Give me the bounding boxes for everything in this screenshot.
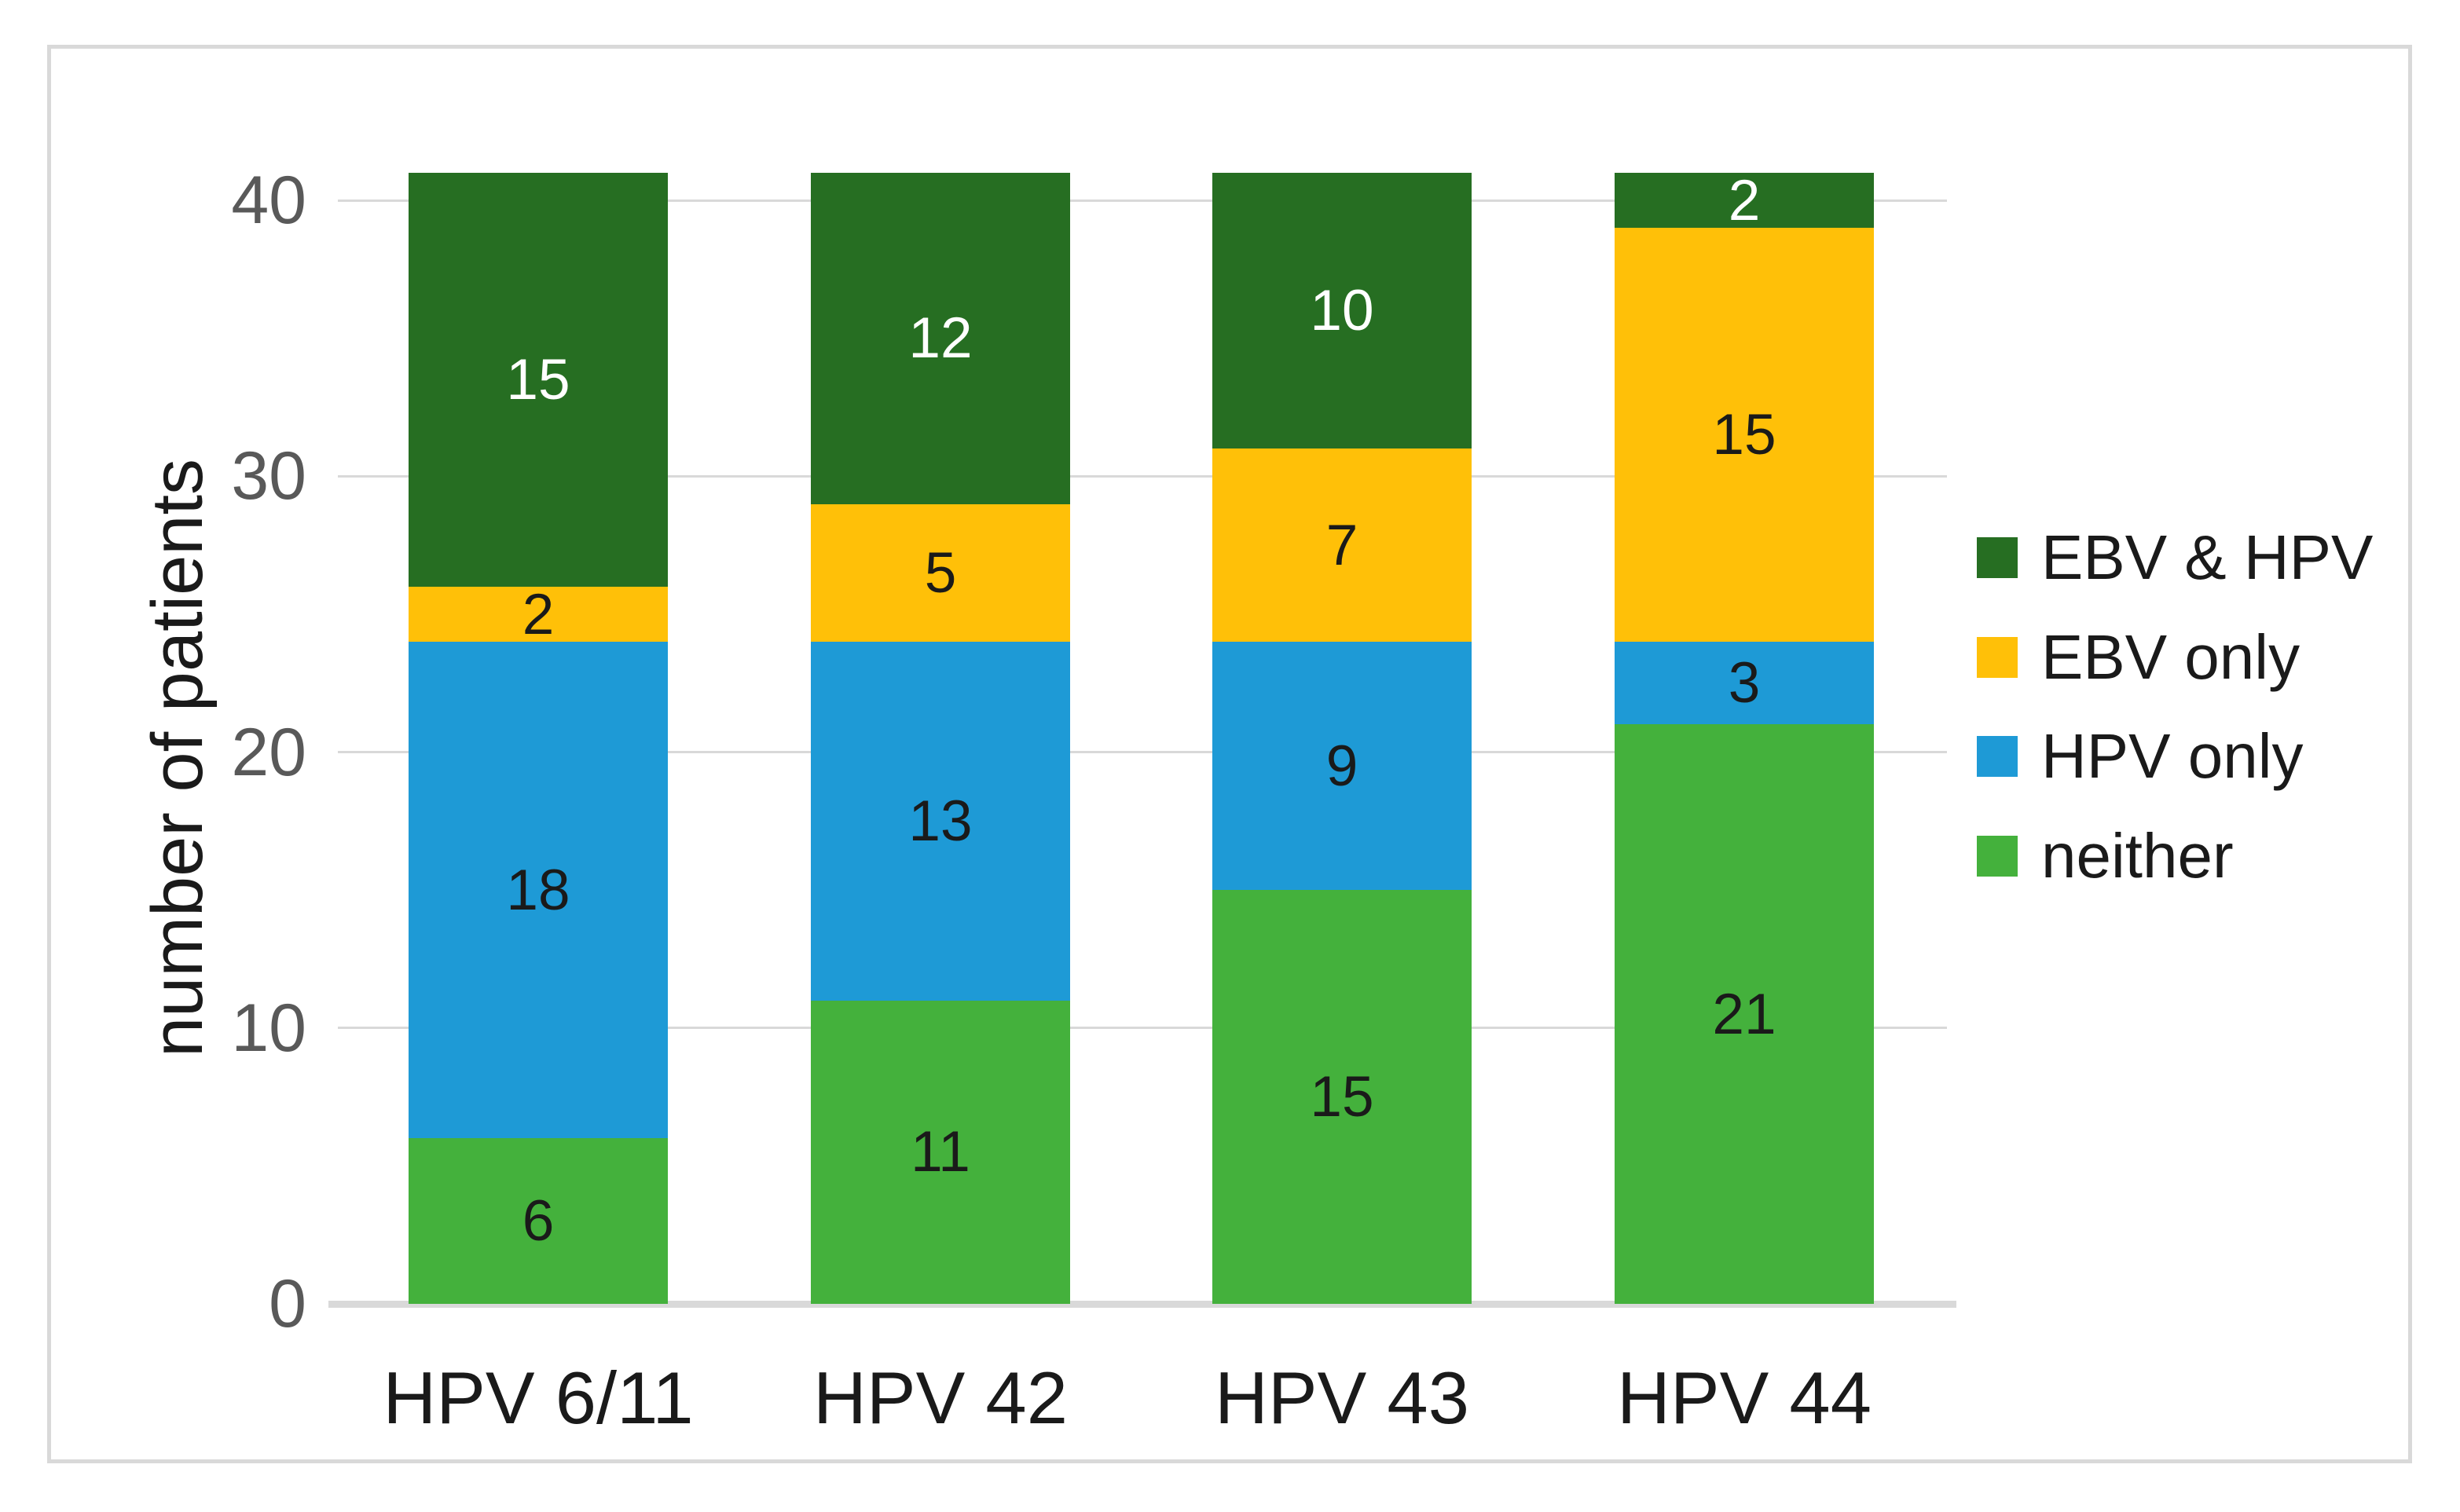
data-label: 15: [506, 347, 570, 412]
bar-hpv-6-11-segment-neither: 6: [409, 1138, 668, 1304]
bar-hpv-42-segment-neither: 11: [811, 1000, 1070, 1304]
legend-label-ebv-only: EBV only: [2041, 621, 2301, 692]
bar-hpv-43-segment-neither: 15: [1212, 890, 1472, 1304]
data-label: 12: [908, 306, 973, 371]
legend-swatch-ebv-only: [1977, 636, 2018, 678]
x-axis-line: [328, 1301, 1956, 1308]
y-tick-label-30: 30: [231, 438, 306, 514]
bar-hpv-44-segment-hpv-only: 3: [1615, 642, 1874, 725]
legend-label-ebv-hpv: EBV & HPV: [2041, 522, 2374, 592]
data-label: 7: [1325, 513, 1358, 577]
data-label: 15: [1310, 1065, 1374, 1129]
legend-swatch-hpv-only: [1977, 736, 2018, 777]
data-label: 10: [1310, 279, 1374, 343]
bar-hpv-43-segment-ebv-hpv: 10: [1212, 173, 1472, 449]
bar-hpv-6-11-segment-hpv-only: 18: [409, 642, 668, 1139]
gridline-10: [338, 1027, 1947, 1030]
bar-hpv-42-segment-ebv-hpv: 12: [811, 173, 1070, 504]
legend-label-hpv-only: HPV only: [2041, 721, 2304, 791]
data-label: 15: [1712, 403, 1776, 467]
x-axis-label-hpv-6-11: HPV 6/11: [383, 1356, 694, 1439]
bar-hpv-42-segment-hpv-only: 13: [811, 642, 1070, 1001]
bar-hpv-43-segment-ebv-only: 7: [1212, 448, 1472, 643]
y-tick-label-10: 10: [231, 990, 306, 1066]
bar-hpv-42-segment-ebv-only: 5: [811, 503, 1070, 643]
bar-hpv-44-segment-neither: 21: [1615, 724, 1874, 1304]
data-label: 6: [522, 1189, 555, 1254]
legend-label-neither: neither: [2041, 820, 2234, 891]
data-label: 11: [911, 1120, 970, 1184]
y-axis-title: number of patients: [137, 458, 218, 1058]
gridline-40: [338, 199, 1947, 202]
bar-hpv-43-segment-hpv-only: 9: [1212, 642, 1472, 891]
x-axis-label-hpv-43: HPV 43: [1215, 1356, 1469, 1439]
legend-item-neither: neither: [1977, 820, 2234, 891]
bar-hpv-44-segment-ebv-hpv: 2: [1615, 168, 1874, 232]
data-label: 13: [908, 789, 973, 853]
data-label: 2: [522, 582, 555, 646]
bar-hpv-44-segment-ebv-only: 15: [1615, 228, 1874, 643]
data-label: 18: [506, 858, 570, 922]
legend-item-hpv-only: HPV only: [1977, 725, 2303, 788]
legend-item-ebv-hpv: EBV & HPV: [1977, 526, 2373, 589]
data-label: 3: [1728, 651, 1761, 716]
gridline-30: [338, 474, 1947, 478]
y-tick-label-0: 0: [269, 1266, 306, 1342]
data-label: 5: [924, 540, 957, 605]
legend-swatch-neither: [1977, 835, 2018, 877]
gridline-20: [338, 751, 1947, 754]
bar-hpv-6-11-segment-ebv-hpv: 15: [409, 173, 668, 587]
legend-item-ebv-only: EBV only: [1977, 621, 2301, 692]
data-label: 9: [1325, 734, 1358, 798]
y-tick-label-40: 40: [231, 163, 306, 239]
y-tick-label-20: 20: [231, 714, 306, 790]
bar-hpv-6-11-segment-ebv-only: 2: [409, 582, 668, 646]
x-axis-label-hpv-42: HPV 42: [813, 1356, 1068, 1439]
data-label: 21: [1712, 982, 1776, 1046]
data-label: 2: [1728, 168, 1761, 232]
legend-swatch-ebv-hpv: [1977, 537, 2018, 578]
x-axis-label-hpv-44: HPV 44: [1617, 1356, 1872, 1439]
